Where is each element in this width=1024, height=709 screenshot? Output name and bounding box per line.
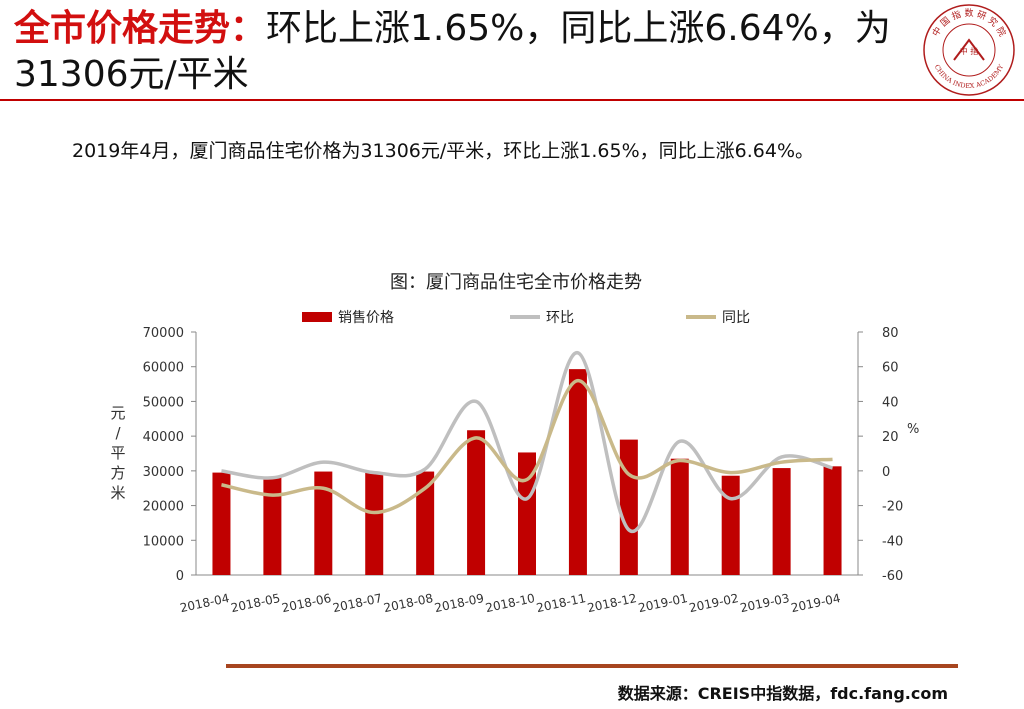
x-tick-label: 2018-12 <box>586 591 638 615</box>
right-tick-label: 60 <box>882 361 899 376</box>
headline: 全市价格走势：环比上涨1.65%，同比上涨6.64%，为31306元/平米 <box>14 6 894 98</box>
right-axis-title: % <box>907 422 919 437</box>
x-tick-label: 2018-05 <box>230 591 282 615</box>
summary-text: 2019年4月，厦门商品住宅价格为31306元/平米，环比上涨1.65%，同比上… <box>72 140 815 162</box>
right-tick-label: 40 <box>882 395 899 410</box>
x-tick-label: 2018-06 <box>280 591 332 615</box>
legend-label-2: 环比 <box>546 310 574 326</box>
price-bar <box>772 468 791 575</box>
left-tick-label: 0 <box>176 569 184 584</box>
data-source: 数据来源：CREIS中指数据，fdc.fang.com <box>617 684 948 703</box>
price-bar <box>670 458 689 575</box>
price-bar <box>416 471 435 575</box>
logo-center-text: 中 指 <box>960 46 979 56</box>
price-bar <box>212 472 231 575</box>
left-tick-label: 70000 <box>143 326 184 341</box>
headline-rest: 环比上涨1.65%，同比上涨6.64%，为31306元/平米 <box>14 8 891 95</box>
headline-lead: 全市价格走势： <box>14 8 267 49</box>
x-tick-label: 2019-03 <box>739 591 791 615</box>
right-tick-label: 80 <box>882 326 899 341</box>
x-tick-label: 2019-04 <box>790 591 842 615</box>
price-bar <box>314 471 333 575</box>
right-tick-label: -60 <box>882 569 903 584</box>
price-bar <box>263 477 282 575</box>
footer-rule <box>226 664 958 668</box>
left-tick-label: 20000 <box>143 500 184 515</box>
left-axis-title-char: 米 <box>110 484 125 502</box>
chart-title: 图：厦门商品住宅全市价格走势 <box>390 272 642 293</box>
price-bar <box>721 475 740 575</box>
left-tick-label: 40000 <box>143 430 184 445</box>
x-tick-label: 2019-01 <box>637 591 689 615</box>
left-axis-title-char: 方 <box>110 464 125 482</box>
left-axis-title-char: 平 <box>110 444 125 462</box>
right-tick-label: -20 <box>882 500 903 515</box>
x-tick-label: 2018-08 <box>382 591 434 615</box>
legend-label-3: 同比 <box>722 310 750 326</box>
logo-top-text: 中 国 指 数 研 究 院 <box>929 7 1008 39</box>
header-rule <box>0 99 1024 101</box>
left-axis-title-char: / <box>115 424 121 442</box>
price-bar <box>365 472 384 575</box>
price-bar <box>619 439 638 575</box>
legend-label-1: 销售价格 <box>338 310 394 326</box>
right-tick-label: 20 <box>882 430 899 445</box>
price-bar <box>467 430 486 575</box>
x-tick-label: 2018-10 <box>484 591 536 615</box>
x-tick-label: 2018-04 <box>179 591 231 615</box>
x-tick-label: 2018-09 <box>433 591 485 615</box>
price-bar <box>518 452 536 575</box>
left-tick-label: 30000 <box>143 465 184 480</box>
x-tick-label: 2018-07 <box>331 591 383 615</box>
x-tick-label: 2018-11 <box>535 591 587 615</box>
right-tick-label: 0 <box>882 465 890 480</box>
yoy-line <box>221 378 833 515</box>
price-bar <box>823 466 842 575</box>
left-tick-label: 60000 <box>143 361 184 376</box>
left-tick-label: 50000 <box>143 395 184 410</box>
left-tick-label: 10000 <box>143 534 184 549</box>
x-tick-label: 2019-02 <box>688 591 740 615</box>
left-axis-title-char: 元 <box>110 404 125 422</box>
price-bar <box>568 369 587 575</box>
logo-seal: 中 国 指 数 研 究 院 CHINA INDEX ACADEMY 中 指 <box>923 4 1015 96</box>
legend-swatch-1 <box>302 312 332 322</box>
right-tick-label: -40 <box>882 534 903 549</box>
